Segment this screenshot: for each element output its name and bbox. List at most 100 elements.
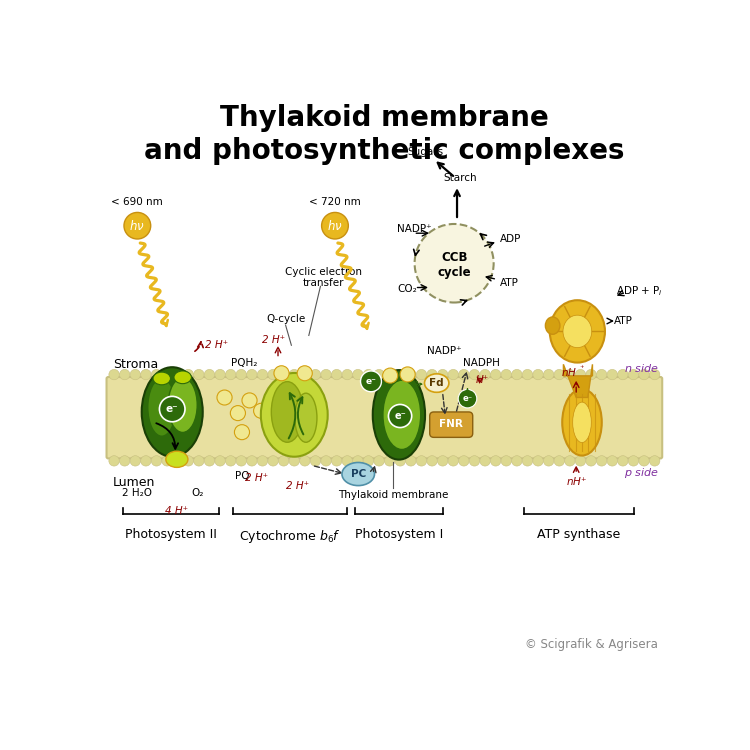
- Circle shape: [522, 456, 532, 466]
- Circle shape: [374, 456, 384, 466]
- Circle shape: [257, 456, 268, 466]
- Text: ATP: ATP: [614, 316, 633, 326]
- Text: NADPH: NADPH: [463, 358, 500, 368]
- Circle shape: [385, 456, 395, 466]
- Text: Stroma: Stroma: [113, 358, 158, 370]
- Circle shape: [322, 212, 348, 239]
- Circle shape: [639, 370, 650, 380]
- Circle shape: [183, 370, 194, 380]
- Text: Cytochrome $b_6f$: Cytochrome $b_6f$: [239, 528, 341, 544]
- Text: < 720 nm: < 720 nm: [309, 196, 361, 207]
- Circle shape: [230, 406, 245, 421]
- Circle shape: [416, 456, 427, 466]
- Text: PC: PC: [350, 469, 366, 479]
- Circle shape: [385, 370, 395, 380]
- Circle shape: [490, 370, 501, 380]
- Circle shape: [297, 366, 312, 381]
- Circle shape: [278, 456, 289, 466]
- Circle shape: [382, 368, 398, 383]
- Text: $h\nu$: $h\nu$: [130, 219, 146, 232]
- Circle shape: [437, 370, 448, 380]
- Circle shape: [236, 456, 247, 466]
- Circle shape: [160, 396, 185, 422]
- Circle shape: [363, 370, 374, 380]
- Circle shape: [361, 371, 382, 392]
- Circle shape: [458, 389, 477, 408]
- Circle shape: [194, 370, 204, 380]
- Circle shape: [448, 370, 458, 380]
- Circle shape: [268, 456, 278, 466]
- Text: $n$ side: $n$ side: [624, 362, 658, 374]
- Circle shape: [470, 370, 480, 380]
- Ellipse shape: [261, 373, 328, 457]
- Text: NADP⁺: NADP⁺: [398, 224, 432, 233]
- Circle shape: [236, 370, 247, 380]
- Circle shape: [172, 370, 183, 380]
- Circle shape: [300, 456, 310, 466]
- Ellipse shape: [424, 374, 449, 392]
- Circle shape: [109, 370, 119, 380]
- Circle shape: [650, 370, 660, 380]
- Circle shape: [596, 456, 607, 466]
- Text: cycle: cycle: [437, 266, 471, 279]
- Circle shape: [522, 370, 532, 380]
- Circle shape: [388, 404, 412, 427]
- Text: ADP: ADP: [500, 234, 520, 244]
- Circle shape: [363, 456, 374, 466]
- Text: e⁻: e⁻: [463, 394, 472, 404]
- Circle shape: [204, 456, 214, 466]
- Text: PQH₂: PQH₂: [230, 358, 257, 368]
- Circle shape: [109, 456, 119, 466]
- Text: Photosystem II: Photosystem II: [124, 528, 217, 541]
- Ellipse shape: [153, 372, 170, 385]
- Ellipse shape: [142, 368, 202, 457]
- Text: Q-cycle: Q-cycle: [266, 314, 305, 324]
- Circle shape: [310, 456, 321, 466]
- Circle shape: [342, 370, 352, 380]
- Text: $n$H⁺: $n$H⁺: [566, 475, 586, 487]
- Text: PQ: PQ: [235, 471, 249, 482]
- Circle shape: [532, 370, 543, 380]
- Text: CO₂: CO₂: [398, 284, 417, 294]
- Circle shape: [214, 370, 225, 380]
- Ellipse shape: [342, 463, 374, 485]
- Circle shape: [274, 366, 289, 381]
- Ellipse shape: [373, 370, 425, 460]
- Circle shape: [459, 456, 469, 466]
- Circle shape: [152, 456, 162, 466]
- Circle shape: [130, 370, 140, 380]
- Text: < 690 nm: < 690 nm: [112, 196, 164, 207]
- Text: ADP + P$_i$: ADP + P$_i$: [616, 284, 663, 298]
- Circle shape: [395, 370, 406, 380]
- Circle shape: [152, 370, 162, 380]
- Ellipse shape: [550, 300, 605, 362]
- Ellipse shape: [383, 380, 421, 449]
- Ellipse shape: [545, 317, 560, 334]
- Circle shape: [565, 370, 575, 380]
- Text: e⁻: e⁻: [365, 376, 376, 386]
- Polygon shape: [563, 364, 592, 398]
- Circle shape: [650, 456, 660, 466]
- Ellipse shape: [295, 393, 317, 442]
- Circle shape: [448, 456, 458, 466]
- Circle shape: [342, 456, 352, 466]
- Text: 2 H⁺: 2 H⁺: [206, 340, 229, 350]
- Text: CCB: CCB: [441, 251, 467, 264]
- Text: H⁺: H⁺: [476, 375, 489, 386]
- Ellipse shape: [148, 379, 176, 436]
- Circle shape: [415, 224, 494, 302]
- Text: Fd: Fd: [429, 378, 444, 388]
- Circle shape: [544, 456, 554, 466]
- Circle shape: [310, 370, 321, 380]
- Circle shape: [374, 370, 384, 380]
- Circle shape: [416, 370, 427, 380]
- Text: 2 H⁺: 2 H⁺: [245, 473, 268, 483]
- Circle shape: [554, 456, 565, 466]
- Circle shape: [332, 456, 342, 466]
- Circle shape: [254, 404, 268, 418]
- Circle shape: [183, 456, 194, 466]
- Circle shape: [459, 370, 469, 380]
- Circle shape: [512, 370, 522, 380]
- Text: FNR: FNR: [440, 419, 464, 429]
- Circle shape: [204, 370, 214, 380]
